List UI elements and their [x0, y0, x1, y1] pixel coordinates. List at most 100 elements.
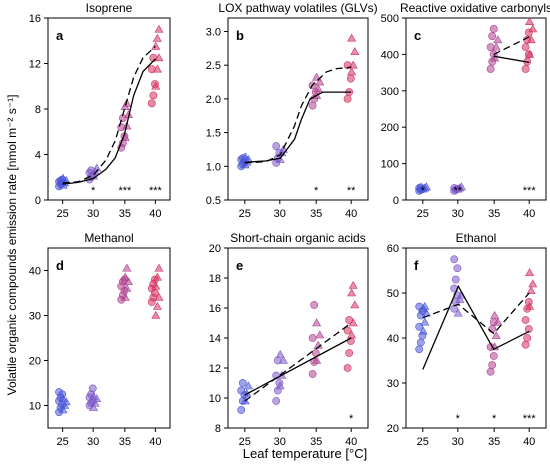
- data-point-triangle: [347, 330, 357, 339]
- data-point-circle: [416, 338, 425, 347]
- data-point-circle: [308, 334, 317, 342]
- data-point-triangle: [92, 163, 102, 172]
- data-point-circle: [343, 364, 352, 372]
- data-point-triangle: [151, 310, 161, 319]
- data-point-circle: [450, 255, 459, 264]
- y-tick-label: 500: [381, 13, 399, 25]
- x-tick-label: 30: [87, 436, 99, 448]
- fit-line-solid: [422, 284, 530, 370]
- y-tick-label: 10: [209, 393, 221, 405]
- y-tick-label: 100: [381, 159, 399, 171]
- data-point-circle: [521, 65, 530, 73]
- significance-marker: *: [314, 185, 319, 197]
- plot-frame: [47, 17, 171, 201]
- significance-marker: *: [421, 185, 426, 197]
- x-tick-label: 25: [417, 208, 429, 220]
- data-point-circle: [488, 32, 497, 41]
- y-tick-label: 14: [209, 333, 221, 345]
- data-point-triangle: [154, 24, 164, 33]
- fit-line-solid: [493, 55, 530, 64]
- panel-d: Methanol d 10 20 30 40 25 30 35 40: [29, 231, 171, 448]
- data-point-circle: [523, 334, 532, 342]
- data-point-circle: [521, 43, 530, 52]
- panel-letter: b: [236, 28, 244, 43]
- x-tick-label: 40: [523, 208, 535, 220]
- y-tick-label: 0.5: [206, 195, 221, 207]
- data-point-triangle: [347, 288, 357, 297]
- data-point-triangle: [525, 49, 535, 58]
- panel-b: LOX pathway volatiles (GLVs) b 0.5 1.0 1.5 2.…: [206, 1, 378, 220]
- panel-title: Short-chain organic acids: [230, 231, 365, 245]
- y-tick-label: 2.5: [206, 60, 221, 72]
- data-point-triangle: [420, 317, 430, 326]
- plot-frame: [227, 247, 369, 429]
- x-tick-label: 25: [57, 436, 69, 448]
- significance-marker: *: [349, 413, 354, 425]
- data-point-circle: [308, 101, 317, 110]
- x-axis-label: Leaf temperature [°C]: [243, 446, 367, 461]
- x-tick-label: 25: [57, 208, 69, 220]
- data-point-triangle: [154, 263, 164, 272]
- data-point-triangle: [493, 317, 503, 326]
- data-point-triangle: [154, 292, 164, 301]
- data-point-triangle: [58, 394, 68, 403]
- x-tick-label: 40: [523, 436, 535, 448]
- significance-marker: ***: [118, 185, 132, 197]
- data-point-triangle: [151, 281, 161, 290]
- data-point-triangle: [152, 33, 162, 42]
- panel-e: Short-chain organic acids e 8 10 12 14 16 18 20 2…: [209, 231, 369, 448]
- x-tick-label: 40: [149, 208, 161, 220]
- data-point-circle: [310, 301, 319, 309]
- data-point-triangle: [313, 84, 323, 93]
- data-point-triangle: [89, 403, 99, 412]
- x-tick-label: 35: [119, 208, 131, 220]
- data-point-triangle: [240, 152, 250, 161]
- data-point-triangle: [491, 331, 501, 340]
- data-point-triangle: [455, 295, 465, 304]
- plot-frame: [47, 247, 171, 429]
- data-point-triangle: [526, 286, 536, 295]
- y-tick-label: 60: [387, 243, 399, 255]
- y-tick-label: 30: [29, 311, 41, 323]
- data-point-triangle: [120, 292, 130, 301]
- panel-title: Reactive oxidative carbonyls: [400, 1, 550, 15]
- data-point-triangle: [528, 279, 538, 288]
- data-point-circle: [88, 384, 97, 393]
- data-point-triangle: [456, 182, 466, 191]
- panel-c: Reactive oxidative carbonyls c 0 100 200 300 4…: [381, 1, 550, 220]
- y-tick-label: 12: [29, 59, 41, 71]
- data-point-triangle: [315, 77, 325, 86]
- data-point-triangle: [350, 47, 360, 56]
- data-point-triangle: [275, 349, 285, 358]
- data-point-triangle: [525, 268, 535, 277]
- data-point-circle: [415, 345, 424, 354]
- y-tick-label: 4: [35, 150, 41, 162]
- y-tick-label: 3.0: [206, 26, 221, 38]
- y-tick-label: 20: [209, 243, 221, 255]
- data-point-triangle: [58, 405, 68, 414]
- y-tick-label: 1.5: [206, 128, 221, 140]
- data-point-triangle: [151, 81, 161, 90]
- panel-letter: a: [56, 28, 64, 43]
- y-tick-label: 0: [393, 195, 399, 207]
- y-axis-label: Volatile organic compounds emission rate…: [5, 95, 19, 396]
- data-point-circle: [453, 264, 462, 273]
- data-point-triangle: [491, 42, 501, 51]
- data-point-circle: [486, 65, 495, 73]
- data-point-circle: [55, 388, 63, 396]
- y-tick-label: 18: [209, 273, 221, 285]
- data-point-circle: [272, 142, 281, 150]
- data-point-triangle: [312, 355, 322, 364]
- data-point-triangle: [154, 53, 164, 62]
- data-point-triangle: [421, 182, 431, 191]
- data-point-circle: [238, 379, 247, 387]
- y-tick-label: 12: [209, 363, 221, 375]
- fit-line-solid: [244, 337, 352, 396]
- data-point-triangle: [490, 310, 500, 319]
- y-tick-label: 8: [215, 423, 221, 435]
- x-tick-label: 25: [239, 436, 251, 448]
- x-tick-label: 30: [452, 208, 464, 220]
- data-point-triangle: [152, 64, 162, 73]
